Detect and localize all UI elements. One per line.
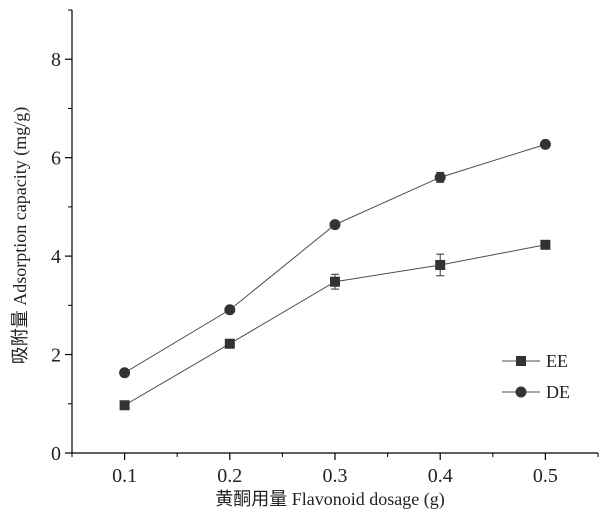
y-tick-label: 4: [51, 246, 61, 268]
series-de: [119, 138, 551, 379]
x-tick-label: 0.3: [323, 465, 348, 487]
axes: 0.1 0.2 0.3 0.4 0.5 0 2 4 6 8: [51, 9, 599, 487]
data-point-square: [540, 239, 551, 250]
data-point-circle: [329, 219, 341, 231]
y-axis-title: 吸附量 Adsorption capacity (mg/g): [10, 107, 31, 364]
series-ee: [119, 239, 551, 411]
legend-marker-circle: [515, 386, 527, 398]
data-point-square: [119, 400, 130, 411]
y-tick-label: 2: [51, 345, 61, 367]
data-point-circle: [434, 171, 446, 183]
y-tick-label: 6: [51, 148, 61, 170]
legend-marker-square: [516, 356, 526, 366]
y-tick-label: 8: [51, 49, 61, 71]
y-tick-label: 0: [51, 443, 61, 465]
x-tick-label: 0.4: [428, 465, 453, 487]
data-point-circle: [539, 138, 551, 150]
data-point-circle: [119, 367, 131, 379]
series-layer: [119, 138, 551, 411]
x-tick-label: 0.1: [112, 465, 137, 487]
x-axis-title: 黄酮用量 Flavonoid dosage (g): [215, 489, 444, 510]
x-tick-label: 0.5: [533, 465, 558, 487]
data-point-square: [435, 259, 446, 270]
x-tick-label: 0.2: [217, 465, 242, 487]
data-point-square: [224, 338, 235, 349]
data-point-square: [330, 276, 340, 287]
series-line-de: [124, 143, 546, 374]
series-line-ee: [124, 244, 546, 406]
legend-label-ee: EE: [546, 351, 568, 371]
legend: EE DE: [502, 351, 570, 402]
legend-label-de: DE: [546, 382, 570, 402]
data-point-circle: [224, 304, 236, 316]
